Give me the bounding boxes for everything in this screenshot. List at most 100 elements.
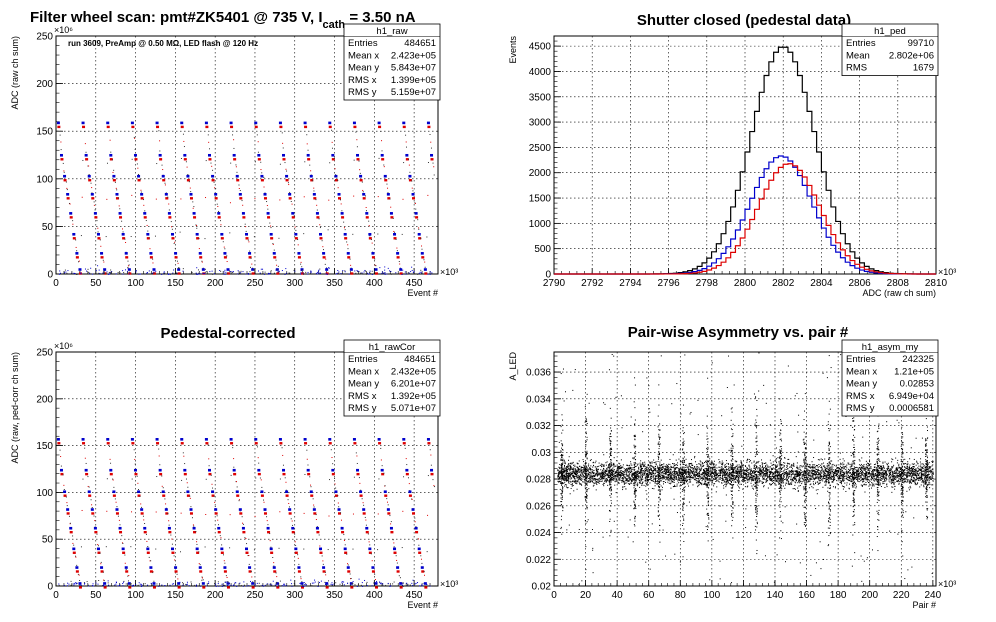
rawcor-marker-blue [180,438,184,441]
asym-dot [725,486,727,488]
rawcor-dot [182,582,184,584]
asym-dot [780,484,782,486]
raw-marker-blue [294,232,298,236]
rawcor-marker-red [217,530,221,534]
rawcor-dot [328,515,330,517]
asym-dot [786,472,788,474]
rawcor-dot [415,582,417,584]
rawcor-stats-label: Mean y [348,379,379,390]
rawcor-marker-red [211,494,215,497]
asym-dot [899,476,901,478]
asym-dot [750,473,752,475]
asym-dot [603,475,605,477]
rawcor-dot [301,581,303,583]
asym-dot [682,472,684,474]
asym-dot [758,469,760,471]
asym-dot [696,480,698,482]
raw-dot [355,272,357,274]
asym-dot [762,465,764,467]
asym-dot [630,461,632,463]
asym-dot [772,479,774,481]
rawcor-dot [131,585,133,587]
asym-dot [655,472,657,474]
raw-dot [429,271,431,273]
asym-dot [881,471,883,473]
rawcor-dot [318,585,320,587]
rawcor-dot [288,506,290,508]
asym-dot [857,470,859,472]
asym-dot [867,469,869,471]
rawcor-dot [249,580,251,582]
rawcor-dot [143,519,145,521]
raw-marker-red [63,179,67,182]
asym-dot [915,464,917,466]
asym-dot [667,478,669,480]
raw-dot [270,227,272,229]
rawcor-dot [270,546,272,548]
asym-dot [660,467,662,469]
rawcor-marker-red [75,570,79,573]
raw-marker-red [233,158,237,161]
asym-dot [605,478,607,480]
asym-dot [654,478,656,480]
rawcor-marker-red [316,530,320,534]
rawcor-marker-red [236,494,240,497]
rawcor-dot [145,533,147,535]
asym-dot [736,479,738,481]
rawcor-dot [212,487,214,489]
asym-dot [578,460,580,462]
asym-dot [570,463,572,465]
rawcor-stats-label: Mean x [348,366,379,377]
asym-dot [829,463,831,465]
rawcor-dot [107,580,109,582]
rawcor-dot [426,584,428,586]
raw-dot [78,260,80,262]
asym-dot [596,471,598,473]
asym-dot [849,480,851,482]
raw-marker-red [421,256,425,259]
asym-dot [930,470,932,472]
rawcor-dot [68,583,70,585]
raw-dot [361,181,363,183]
asym-dot [872,472,874,474]
raw-dot [148,237,150,239]
ped-series-2 [554,163,936,275]
raw-dot [170,273,172,275]
raw-marker-blue [152,268,156,271]
rawcor-dot [406,464,408,466]
asym-dot [622,480,624,482]
rawcor-dot [343,581,345,583]
asym-dot [884,461,886,463]
raw-dot [300,272,302,274]
asym-dot [781,477,783,479]
asym-dot [718,470,720,472]
asym-dot [726,474,728,476]
page-title-suffix: = 3.50 nA [345,9,416,26]
rawcor-dot [201,579,203,581]
asym-dot [673,471,675,473]
rawcor-dot [223,584,225,586]
asym-dot [910,472,912,474]
asym-dot [867,466,869,468]
raw-dot [286,272,288,274]
asym-dot [646,493,648,495]
asym-dot [897,473,899,475]
asym-dot [847,462,849,464]
rawcor-dot [364,516,366,518]
rawcor-dot [423,583,425,585]
asym-dot [762,469,764,471]
asym-dot [658,468,660,470]
raw-marker-red [273,256,277,259]
asym-dot [586,484,588,486]
rawcor-dot [341,585,343,587]
asym-dot [724,476,726,478]
asym-dot [759,475,761,477]
rawcor-marker-blue [186,490,190,494]
asym-dot [691,470,693,472]
asym-dot [916,473,918,475]
asym-dot [716,473,718,475]
raw-dot [106,198,108,200]
raw-dot [303,196,305,198]
rawcor-xtick-label: 300 [286,590,303,601]
asym-dot [660,474,662,476]
